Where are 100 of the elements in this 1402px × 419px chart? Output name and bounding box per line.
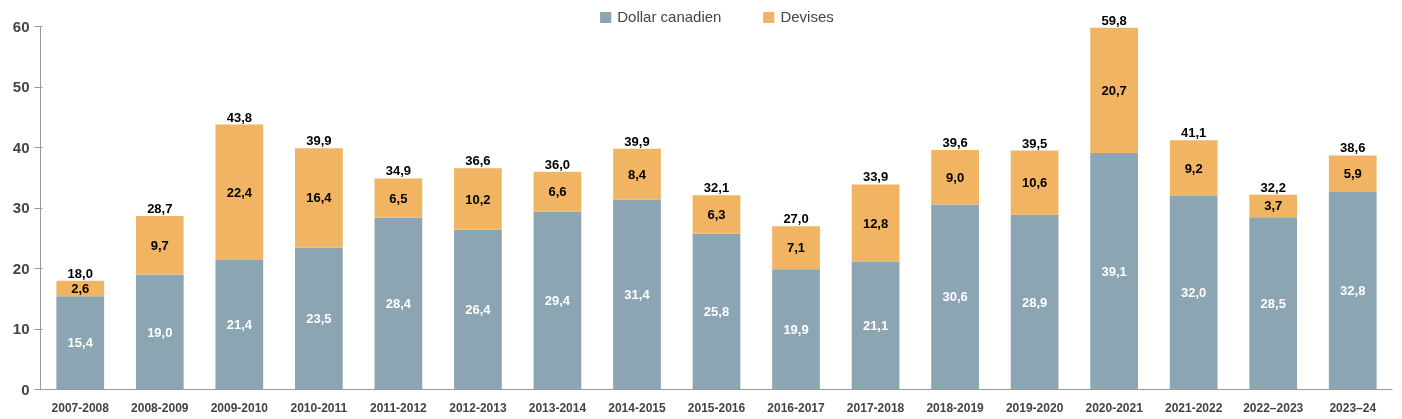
legend-label: Dollar canadien	[617, 8, 722, 25]
legend-label: Devises	[780, 8, 834, 25]
data-label: 3,7	[1264, 198, 1283, 214]
data-label: 39,1	[1101, 263, 1127, 279]
data-label: 8,4	[627, 166, 647, 182]
bar	[454, 229, 502, 390]
bar	[215, 124, 264, 261]
bar	[851, 261, 900, 390]
bar	[215, 260, 264, 390]
total-label: 41,1	[1181, 125, 1207, 141]
bar	[613, 199, 661, 390]
x-tick-label: 2016-2017	[767, 400, 826, 415]
y-tick-label: 60	[12, 17, 30, 35]
total-label: 33,9	[862, 169, 889, 185]
bar	[454, 168, 502, 230]
bar	[533, 171, 582, 212]
y-tick-label: 40	[12, 138, 30, 156]
total-label: 32,1	[703, 180, 730, 196]
bar	[1090, 153, 1139, 390]
bar	[1010, 214, 1059, 390]
data-label: 23,5	[306, 310, 332, 326]
data-label: 25,8	[703, 303, 730, 319]
total-label: 43,8	[226, 109, 252, 125]
total-label: 39,5	[1021, 135, 1048, 151]
data-label: 32,8	[1340, 282, 1366, 298]
x-tick-label: 2018-2019	[926, 400, 985, 415]
bar	[772, 269, 820, 390]
x-tick-label: 2014-2015	[608, 400, 666, 415]
bar	[56, 296, 105, 390]
data-label: 28,4	[385, 296, 412, 312]
total-label: 59,8	[1101, 12, 1127, 28]
y-tick-label: 50	[12, 78, 30, 96]
x-tick-label: 2023–24	[1329, 400, 1377, 415]
x-tick-label: 2007-2008	[51, 400, 110, 415]
x-tick-label: 2013-2014	[528, 400, 587, 415]
x-tick-label: 2009-2010	[210, 400, 269, 415]
data-label: 28,5	[1260, 295, 1286, 311]
bar	[1328, 191, 1377, 390]
data-label: 19,9	[783, 321, 809, 337]
y-tick-label: 0	[21, 380, 30, 398]
total-label: 39,6	[942, 135, 968, 151]
x-tick-label: 2011-2012	[370, 400, 428, 415]
data-label: 9,2	[1184, 160, 1203, 176]
y-tick-label: 20	[12, 259, 30, 277]
x-tick-label: 2012-2013	[449, 400, 507, 415]
y-tick-label: 30	[12, 199, 30, 217]
data-label: 30,6	[942, 289, 968, 305]
bar	[374, 178, 423, 218]
data-label: 6,6	[548, 184, 567, 200]
bar	[294, 148, 343, 248]
data-label: 6,3	[707, 206, 726, 222]
data-label: 19,0	[147, 324, 173, 340]
data-label: 9,7	[150, 237, 169, 253]
bar	[1249, 217, 1298, 390]
bar	[931, 150, 979, 205]
data-label: 12,8	[862, 215, 889, 231]
data-label: 32,0	[1181, 285, 1207, 301]
bar	[1169, 195, 1218, 390]
data-label: 2,6	[71, 281, 90, 296]
total-label: 39,9	[306, 133, 332, 149]
total-label: 27,0	[783, 211, 809, 227]
bar	[772, 226, 820, 270]
bar	[692, 233, 741, 390]
total-label: 32,2	[1260, 179, 1286, 195]
data-label: 15,4	[67, 335, 94, 351]
data-label: 5,9	[1343, 165, 1362, 181]
data-label: 21,4	[226, 317, 253, 333]
data-label: 9,0	[946, 169, 965, 185]
data-label: 26,4	[465, 302, 492, 318]
x-tick-label: 2019-2020	[1005, 400, 1064, 415]
bar	[1249, 194, 1298, 218]
bar	[533, 211, 582, 390]
bar	[135, 215, 184, 275]
data-label: 22,4	[226, 184, 253, 200]
data-label: 28,9	[1021, 294, 1048, 310]
bar	[374, 217, 423, 390]
data-label: 29,4	[544, 293, 571, 309]
x-tick-label: 2015-2016	[687, 400, 746, 415]
data-label: 7,1	[786, 240, 806, 256]
x-tick-label: 2017-2018	[846, 400, 905, 415]
bar	[1090, 27, 1139, 154]
x-tick-label: 2020-2021	[1085, 400, 1144, 415]
total-label: 34,9	[385, 163, 412, 179]
x-tick-label: 2008-2009	[131, 400, 189, 415]
x-tick-label: 2022–2023	[1243, 400, 1304, 415]
total-label: 28,7	[147, 200, 173, 216]
data-label: 10,6	[1021, 175, 1048, 191]
bar	[851, 184, 900, 262]
data-label: 21,1	[862, 318, 889, 334]
data-label: 20,7	[1101, 82, 1127, 98]
bar	[1328, 155, 1377, 192]
bar	[294, 247, 343, 390]
y-tick-label: 10	[12, 320, 30, 338]
bar	[931, 204, 979, 390]
data-label: 16,4	[306, 190, 333, 206]
bar	[1169, 140, 1218, 196]
total-label: 36,6	[465, 153, 491, 169]
data-label: 31,4	[624, 287, 651, 303]
x-tick-label: 2010-2011	[290, 400, 348, 415]
bar	[692, 195, 741, 234]
